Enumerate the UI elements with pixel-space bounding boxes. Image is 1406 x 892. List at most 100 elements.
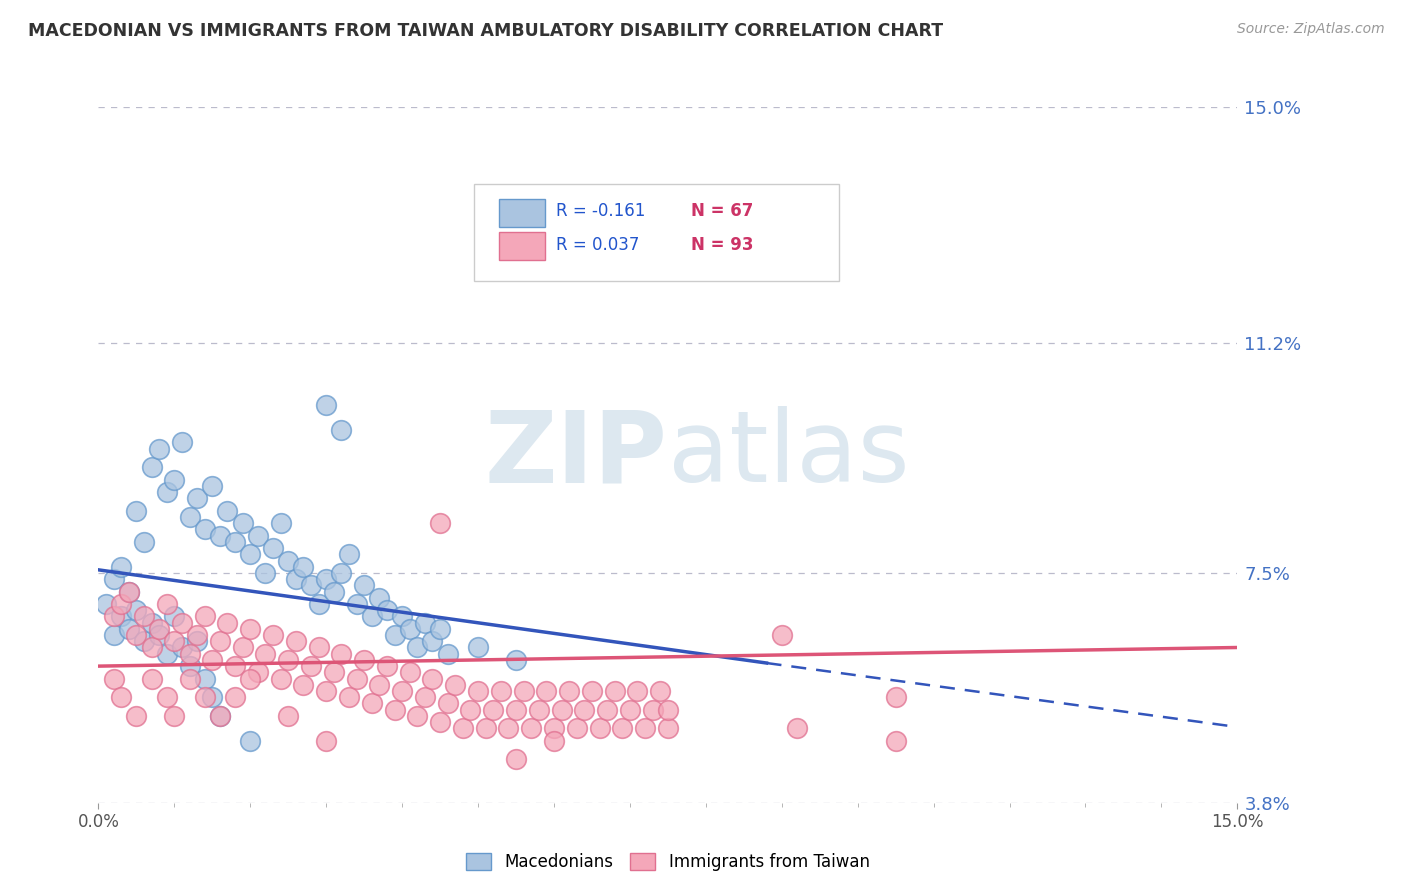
- Point: [284, 634, 307, 648]
- Point: [277, 553, 299, 567]
- Text: R = -0.161: R = -0.161: [557, 202, 645, 220]
- Point: [337, 547, 360, 561]
- Point: [596, 703, 619, 717]
- Point: [284, 572, 307, 586]
- Point: [186, 491, 208, 506]
- Text: MACEDONIAN VS IMMIGRANTS FROM TAIWAN AMBULATORY DISABILITY CORRELATION CHART: MACEDONIAN VS IMMIGRANTS FROM TAIWAN AMB…: [28, 22, 943, 40]
- Point: [650, 684, 672, 698]
- Point: [436, 647, 458, 661]
- Point: [156, 485, 179, 500]
- Point: [543, 733, 565, 747]
- Point: [103, 672, 125, 686]
- Point: [467, 640, 489, 655]
- Point: [170, 640, 193, 655]
- Point: [118, 622, 141, 636]
- Point: [239, 733, 262, 747]
- Point: [308, 640, 330, 655]
- FancyBboxPatch shape: [474, 184, 839, 281]
- Point: [330, 423, 353, 437]
- Point: [141, 672, 163, 686]
- Text: N = 67: N = 67: [690, 202, 754, 220]
- Point: [884, 690, 907, 705]
- Point: [498, 721, 520, 735]
- Point: [217, 615, 239, 630]
- Point: [353, 653, 375, 667]
- Point: [315, 572, 337, 586]
- Point: [125, 628, 148, 642]
- Point: [360, 697, 382, 711]
- Point: [489, 684, 512, 698]
- Point: [337, 690, 360, 705]
- Point: [786, 721, 808, 735]
- Text: N = 93: N = 93: [690, 235, 754, 254]
- Point: [467, 684, 489, 698]
- Point: [429, 516, 451, 531]
- Point: [224, 690, 246, 705]
- Point: [558, 684, 581, 698]
- Point: [132, 534, 155, 549]
- Point: [429, 622, 451, 636]
- Point: [413, 615, 436, 630]
- Point: [482, 703, 505, 717]
- Point: [132, 609, 155, 624]
- Point: [375, 603, 398, 617]
- Point: [422, 634, 444, 648]
- Point: [125, 708, 148, 723]
- Point: [141, 615, 163, 630]
- Point: [194, 609, 217, 624]
- Point: [505, 703, 527, 717]
- Point: [505, 653, 527, 667]
- Point: [132, 634, 155, 648]
- Point: [422, 672, 444, 686]
- Point: [460, 703, 482, 717]
- Point: [657, 703, 679, 717]
- Point: [217, 504, 239, 518]
- Point: [224, 659, 246, 673]
- Point: [163, 609, 186, 624]
- Point: [384, 703, 406, 717]
- Point: [262, 628, 284, 642]
- Point: [170, 435, 193, 450]
- Point: [398, 622, 420, 636]
- Point: [346, 672, 368, 686]
- Point: [163, 708, 186, 723]
- Point: [368, 591, 391, 605]
- Point: [156, 690, 179, 705]
- Point: [246, 529, 269, 543]
- Point: [588, 721, 610, 735]
- Point: [156, 597, 179, 611]
- Point: [156, 647, 179, 661]
- Point: [391, 684, 413, 698]
- Point: [277, 708, 299, 723]
- Point: [179, 647, 201, 661]
- Point: [224, 534, 246, 549]
- Point: [413, 690, 436, 705]
- Point: [360, 609, 382, 624]
- Point: [179, 672, 201, 686]
- Point: [657, 721, 679, 735]
- Point: [239, 547, 262, 561]
- Point: [179, 659, 201, 673]
- Point: [406, 640, 429, 655]
- Point: [125, 504, 148, 518]
- Point: [179, 510, 201, 524]
- Point: [232, 516, 254, 531]
- Point: [384, 628, 406, 642]
- Point: [163, 634, 186, 648]
- Point: [391, 609, 413, 624]
- Point: [299, 659, 322, 673]
- Point: [103, 609, 125, 624]
- Point: [436, 697, 458, 711]
- Point: [118, 584, 141, 599]
- Text: Source: ZipAtlas.com: Source: ZipAtlas.com: [1237, 22, 1385, 37]
- Point: [194, 672, 217, 686]
- Point: [239, 672, 262, 686]
- Text: ZIP: ZIP: [485, 407, 668, 503]
- Point: [148, 622, 170, 636]
- Bar: [499, 232, 546, 260]
- Point: [270, 516, 292, 531]
- Point: [208, 708, 231, 723]
- Point: [550, 703, 572, 717]
- Point: [451, 721, 474, 735]
- Point: [103, 572, 125, 586]
